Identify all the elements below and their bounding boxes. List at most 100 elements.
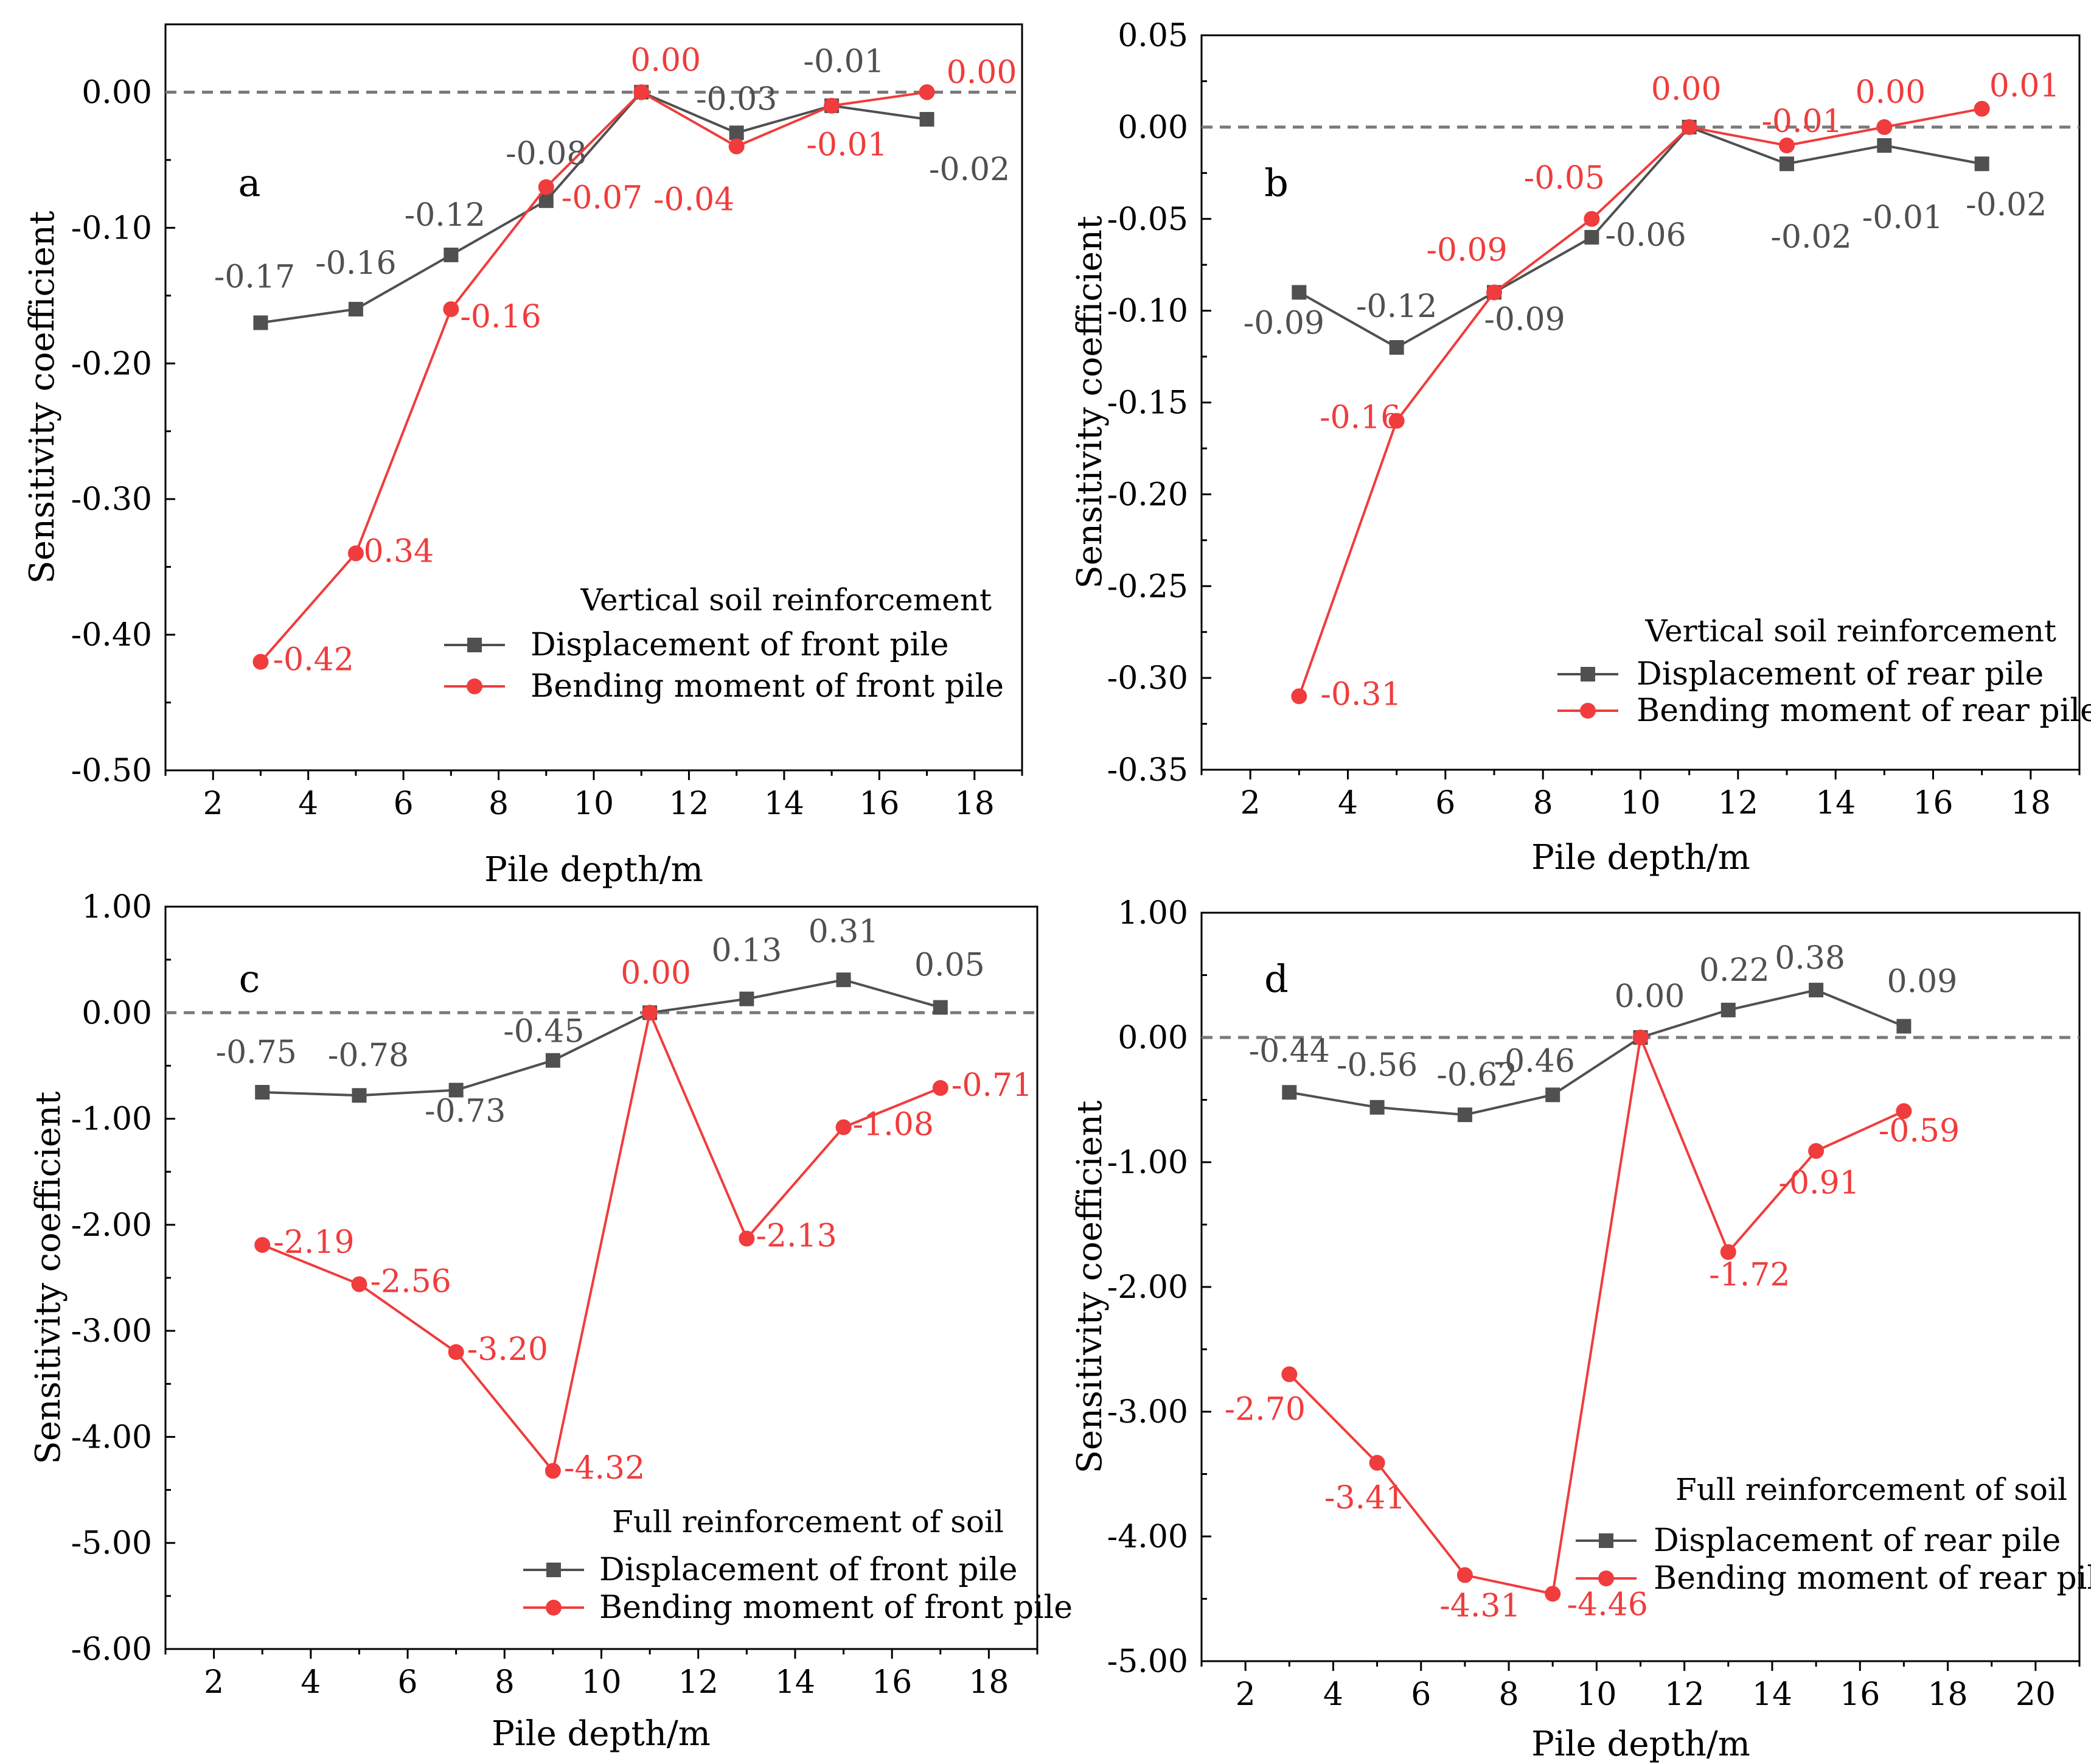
- y-tick-label: -0.20: [71, 346, 152, 382]
- data-label: 0.09: [1887, 964, 1958, 1000]
- legend-title: Vertical soil reinforcement: [580, 582, 992, 618]
- data-point: [1780, 156, 1794, 172]
- data-point: [1974, 156, 1989, 172]
- panel-label: c: [239, 957, 260, 1001]
- panel-label: d: [1264, 957, 1289, 1001]
- x-tick-label: 6: [398, 1664, 418, 1701]
- data-point: [538, 179, 554, 195]
- data-label: -0.75: [216, 1034, 297, 1071]
- data-point: [1809, 983, 1824, 998]
- data-label: -0.07: [562, 180, 642, 216]
- data-label: -0.06: [1605, 217, 1686, 254]
- data-point: [448, 1344, 464, 1360]
- x-tick-label: 8: [1533, 785, 1553, 821]
- x-tick-label: 10: [574, 786, 614, 822]
- x-tick-label: 16: [1840, 1676, 1880, 1713]
- y-tick-label: -0.30: [71, 481, 152, 518]
- y-tick-label: -4.00: [71, 1419, 152, 1455]
- y-tick-label: 1.00: [82, 889, 152, 926]
- data-label: 0.05: [914, 947, 985, 984]
- data-label: -0.01: [1862, 200, 1943, 236]
- x-axis-label: Pile depth/m: [484, 850, 703, 890]
- x-tick-label: 8: [1499, 1676, 1519, 1713]
- y-axis-label: Sensitivity coefficient: [29, 1091, 68, 1465]
- series-line-displacement: [260, 91, 927, 324]
- legend-marker: [1599, 1533, 1613, 1548]
- y-tick-label: -0.25: [1107, 568, 1188, 605]
- legend-marker: [546, 1600, 562, 1616]
- legend-title: Full reinforcement of soil: [1675, 1472, 2067, 1507]
- data-label: -0.17: [214, 259, 295, 295]
- series-line-bending-moment: [262, 1008, 941, 1474]
- data-point: [347, 545, 364, 562]
- panel-label: b: [1264, 161, 1289, 205]
- x-tick-label: 2: [203, 786, 223, 822]
- data-point: [1369, 1100, 1385, 1115]
- data-point: [1896, 1019, 1912, 1034]
- y-tick-label: -1.00: [1107, 1145, 1188, 1181]
- y-tick-label: -2.00: [71, 1207, 152, 1244]
- data-label: -4.46: [1567, 1586, 1648, 1623]
- data-point: [1545, 1087, 1560, 1103]
- x-tick-label: 6: [1435, 785, 1455, 821]
- data-point: [444, 247, 459, 262]
- y-tick-label: -2.00: [1107, 1269, 1188, 1306]
- data-point: [1632, 1030, 1649, 1045]
- x-tick-label: 14: [775, 1664, 815, 1701]
- legend-title: Vertical soil reinforcement: [1644, 613, 2056, 649]
- y-tick-label: 0.05: [1118, 18, 1188, 54]
- y-axis-label: Sensitivity coefficient: [23, 211, 62, 584]
- x-tick-label: 6: [1411, 1676, 1431, 1713]
- x-tick-label: 14: [1815, 785, 1856, 821]
- legend-marker: [467, 678, 482, 694]
- series-line-bending-moment: [1288, 1033, 1905, 1595]
- data-label: 0.00: [1615, 978, 1685, 1015]
- data-point: [254, 1236, 271, 1253]
- data-label: -0.34: [353, 533, 434, 570]
- data-point: [1584, 229, 1599, 245]
- x-tick-label: 10: [1576, 1676, 1616, 1713]
- data-point: [739, 991, 754, 1006]
- y-tick-label: -0.10: [71, 210, 152, 246]
- y-tick-label: -4.00: [1107, 1519, 1188, 1555]
- y-tick-label: 0.00: [82, 74, 152, 111]
- data-point: [835, 1119, 852, 1135]
- data-label: -4.32: [564, 1450, 645, 1487]
- x-tick-label: 6: [394, 786, 414, 822]
- data-point: [1896, 1103, 1912, 1119]
- x-tick-label: 10: [581, 1664, 621, 1701]
- y-tick-label: 0.00: [1118, 1020, 1188, 1056]
- data-point: [729, 125, 744, 141]
- data-label: 0.00: [621, 955, 691, 991]
- x-tick-label: 2: [1240, 785, 1261, 821]
- series-line-displacement: [1298, 125, 1983, 349]
- series-line-bending-moment: [1298, 107, 1983, 697]
- data-label: -0.16: [315, 245, 396, 282]
- y-tick-label: -0.50: [71, 753, 152, 789]
- data-point: [1808, 1143, 1825, 1159]
- data-label: -2.13: [756, 1218, 837, 1255]
- x-tick-label: 14: [1752, 1676, 1792, 1713]
- x-tick-label: 12: [1718, 785, 1758, 821]
- data-label: 0.00: [947, 54, 1017, 91]
- data-label: -0.02: [1966, 187, 2047, 223]
- x-tick-label: 18: [1927, 1676, 1967, 1713]
- y-axis-label: Sensitivity coefficient: [1070, 215, 1110, 589]
- x-tick-label: 14: [764, 786, 804, 822]
- y-tick-label: -6.00: [71, 1631, 152, 1668]
- x-tick-label: 10: [1620, 785, 1660, 821]
- data-point: [1720, 1002, 1736, 1017]
- chart-panel-a: 0.00 -0.10 -0.20 -0.30 -0.40 -0.50 2 4 6 8 10 12 14 1…: [23, 23, 1023, 890]
- data-label: -2.19: [273, 1224, 354, 1261]
- data-label: -0.45: [503, 1014, 584, 1050]
- y-tick-label: -0.20: [1107, 476, 1188, 513]
- x-tick-label: 16: [1913, 785, 1953, 821]
- data-label: -0.01: [803, 44, 884, 80]
- y-tick-label: -5.00: [71, 1525, 152, 1562]
- legend-entry: Displacement of rear pile: [1637, 656, 2044, 692]
- legend-marker: [467, 638, 482, 652]
- x-tick-label: 4: [301, 1664, 321, 1701]
- x-tick-label: 12: [1665, 1676, 1705, 1713]
- legend-entry: Displacement of front pile: [531, 627, 949, 663]
- x-tick-label: 20: [2016, 1676, 2056, 1713]
